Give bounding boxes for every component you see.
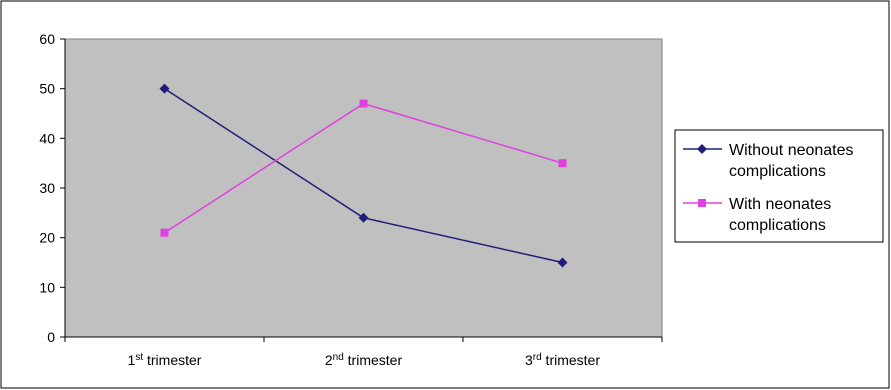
x-tick-label: 1st trimester [128,352,202,368]
legend: Without neonates complications With neonat… [674,129,884,243]
y-tick-label: 40 [39,130,55,146]
x-tick-label-number: 2 [325,352,333,368]
y-axis: 0 10 20 30 40 50 60 [39,31,66,345]
y-tick-label: 60 [39,31,55,47]
y-tick-label: 0 [47,329,55,345]
y-tick-label: 10 [39,279,55,295]
x-tick-label-word: trimester [542,352,601,368]
series-layer [159,83,568,268]
x-tick-label-word: trimester [344,352,403,368]
x-tick-label: 3rd trimester [525,352,600,368]
data-point [557,257,568,268]
x-tick-label-ordinal: st [135,352,143,363]
x-tick-label-word: trimester [143,352,202,368]
legend-label: Without neonates [729,142,854,159]
legend-marker [698,199,706,207]
x-tick-label-number: 1 [128,352,136,368]
y-tick-label: 30 [39,180,55,196]
x-tick-label-ordinal: rd [533,352,542,363]
y-tick-label: 50 [39,81,55,97]
data-point [358,212,369,223]
legend-label: With neonates [729,196,831,213]
legend-label: complications [729,217,826,234]
legend-label: complications [729,163,826,180]
x-tick-label-number: 3 [525,352,533,368]
series-1 [159,83,568,268]
data-point [160,228,169,237]
x-tick-label: 2nd trimester [325,352,403,368]
y-tick-label: 20 [39,230,55,246]
legend-marker [697,144,707,154]
series-2 [160,99,567,237]
x-tick-label-ordinal: nd [333,352,344,363]
data-point [159,83,170,94]
data-point [359,99,368,108]
data-point [558,159,567,168]
x-axis: 1st trimester 2nd trimester 3rd trimester [64,336,663,368]
plot-area [64,38,663,338]
